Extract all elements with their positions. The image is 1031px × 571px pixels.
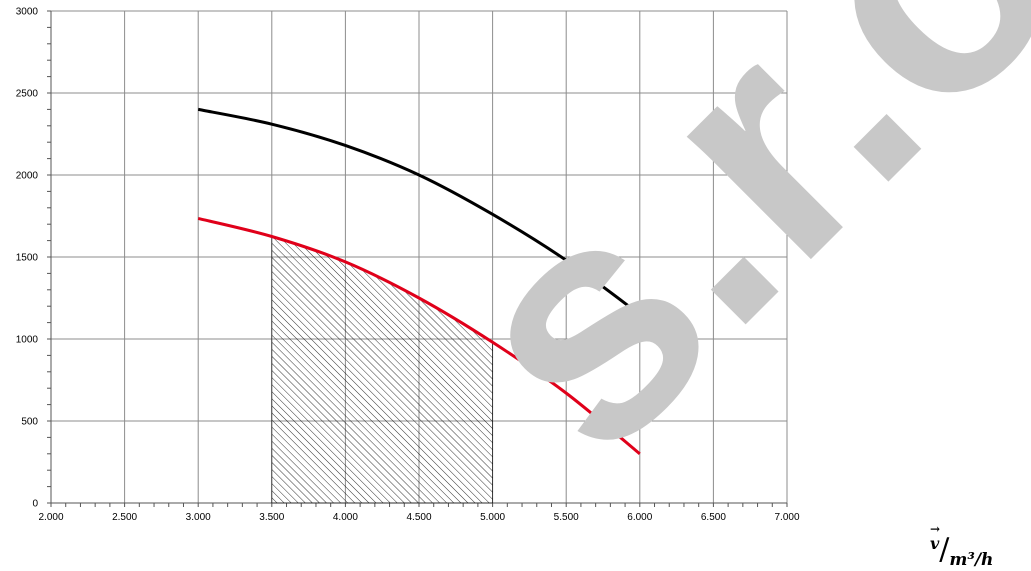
x-tick-label: 5.000: [480, 512, 505, 523]
y-tick-label: 500: [21, 417, 38, 428]
x-tick-label: 5.500: [554, 512, 579, 523]
series-lines: [197, 107, 641, 455]
y-tick-label: 0: [32, 499, 38, 510]
x-tick-labels: 2.000 2.500 3.000 3.500 4.000 4.500 5.000 5.500…: [38, 512, 799, 523]
x-tick-label: 4.500: [406, 512, 431, 523]
x-unit-denominator: m³/h: [949, 550, 994, 570]
x-tick-label: 6.500: [701, 512, 726, 523]
x-unit-label: → V/m³/h: [930, 522, 993, 570]
series-line-2: [197, 217, 641, 455]
x-unit-letter: V: [930, 534, 940, 553]
x-tick-label: 6.000: [627, 512, 652, 523]
y-tick-label: 1500: [16, 253, 39, 264]
y-tick-label: 3000: [16, 7, 39, 18]
y-tick-labels: 0 500 1000 1500 2000 2500 3000: [16, 7, 39, 510]
x-tick-label: 7.000: [774, 512, 799, 523]
y-tick-label: 1000: [16, 335, 39, 346]
x-tick-label: 3.000: [186, 512, 211, 523]
y-tick-label: 2500: [16, 89, 39, 100]
x-unit-slash: /: [939, 532, 950, 567]
series-line-1: [197, 107, 641, 316]
x-unit-arrow: →: [930, 522, 941, 536]
x-tick-label: 2.500: [112, 512, 137, 523]
x-tick-label: 4.000: [333, 512, 358, 523]
x-tick-label: 3.500: [259, 512, 284, 523]
y-tick-label: 2000: [16, 171, 39, 182]
x-unit-symbol: → V: [930, 522, 940, 553]
x-tick-label: 2.000: [38, 512, 63, 523]
